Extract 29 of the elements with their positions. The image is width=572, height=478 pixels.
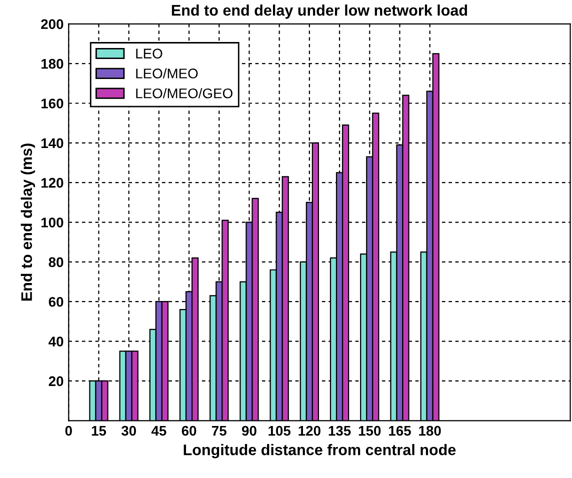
- y-tick-label: 140: [41, 138, 64, 148]
- x-tick-label: 165: [389, 426, 411, 436]
- x-tick-label: 180: [419, 426, 441, 436]
- legend-label: LEO/MEO: [136, 68, 198, 78]
- x-tick-label: 105: [268, 426, 291, 436]
- y-tick-label: 160: [41, 98, 64, 108]
- x-axis-title: Longitude distance from central node: [184, 444, 456, 458]
- chart-title: End to end delay under low network load: [172, 4, 468, 19]
- y-tick-label: 60: [48, 296, 64, 307]
- x-tick-label: 60: [182, 426, 196, 436]
- y-axis-title: End to end delay (ms): [20, 144, 36, 301]
- x-tick-label: 15: [92, 426, 106, 436]
- x-tick-label: 75: [212, 426, 226, 436]
- x-tick-label: 135: [328, 426, 351, 436]
- y-tick-label: 120: [41, 178, 64, 188]
- x-tick-label: 90: [242, 426, 256, 436]
- x-tick-label: 45: [151, 426, 166, 436]
- y-tick-label: 80: [48, 257, 64, 268]
- x-tick-label: 120: [298, 426, 320, 436]
- y-tick-label: 180: [41, 58, 64, 69]
- y-tick-label: 40: [48, 336, 64, 346]
- x-tick-label: 30: [121, 426, 136, 436]
- legend-label: LEO/MEO/GEO: [136, 88, 232, 98]
- legend-label: LEO: [136, 48, 162, 59]
- x-tick-label: 0: [65, 426, 72, 436]
- y-tick-label: 20: [48, 376, 64, 386]
- y-tick-label: 100: [41, 218, 64, 228]
- y-tick-label: 200: [41, 19, 64, 30]
- x-tick-label: 150: [358, 426, 381, 436]
